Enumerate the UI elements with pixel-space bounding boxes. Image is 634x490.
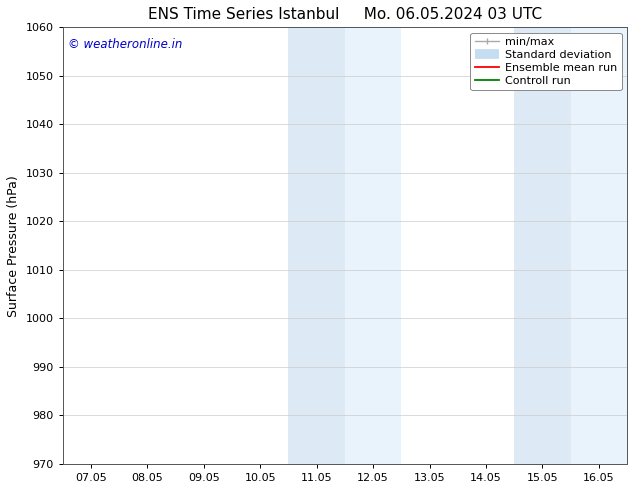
Bar [345,27,401,464]
Legend: min/max, Standard deviation, Ensemble mean run, Controll run: min/max, Standard deviation, Ensemble me… [470,33,621,90]
Text: © weatheronline.in: © weatheronline.in [68,38,183,51]
Y-axis label: Surface Pressure (hPa): Surface Pressure (hPa) [7,175,20,317]
Bar [288,27,345,464]
Bar [514,27,571,464]
Title: ENS Time Series Istanbul     Mo. 06.05.2024 03 UTC: ENS Time Series Istanbul Mo. 06.05.2024 … [148,7,542,22]
Bar [571,27,627,464]
